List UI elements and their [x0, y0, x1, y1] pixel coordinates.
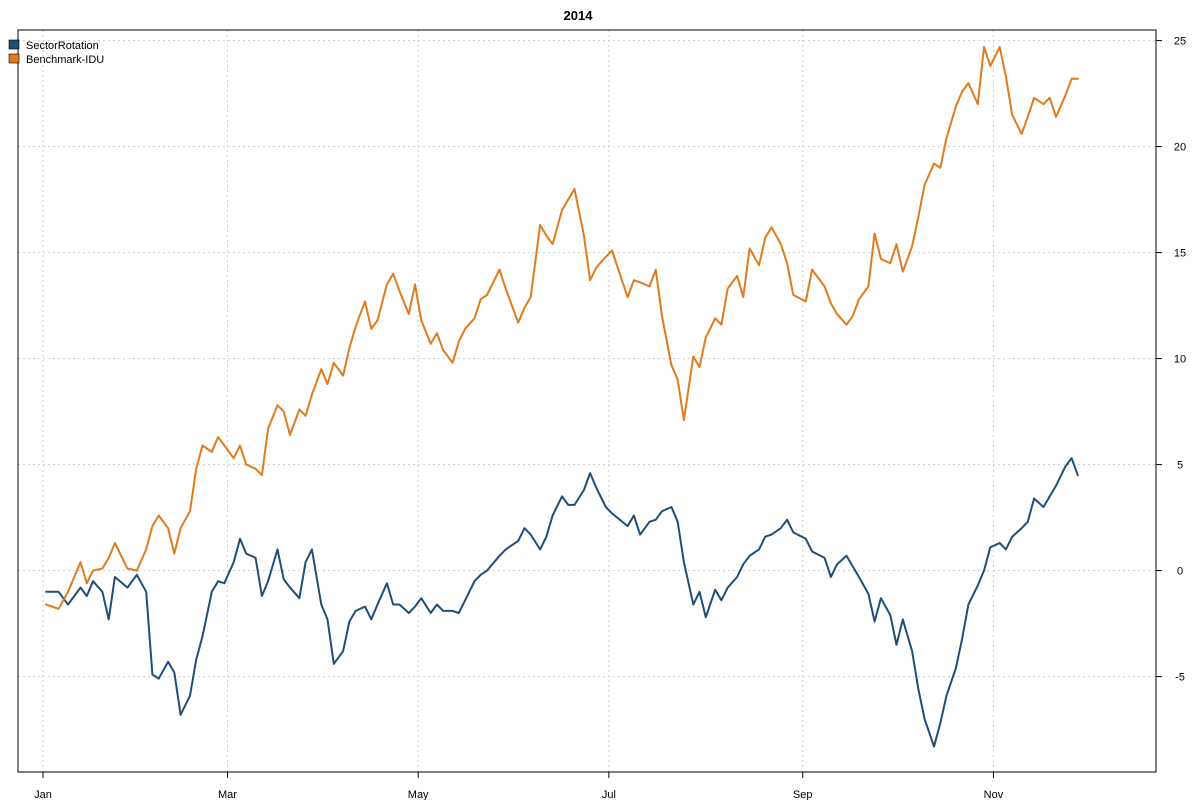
y-tick-label: 15 [1174, 248, 1186, 260]
legend-label-benchmark-idu: Benchmark-IDU [26, 54, 104, 66]
x-tick-label: Jan [34, 789, 52, 800]
x-tick-label: Jul [602, 789, 616, 800]
chart-title: 2014 [564, 8, 594, 23]
x-axis: Jan Mar May Jul Sep Nov [34, 772, 1004, 800]
series-line-sectorrotation [45, 457, 1079, 748]
x-tick-label: Nov [984, 789, 1004, 800]
legend: SectorRotation Benchmark-IDU [8, 39, 104, 66]
x-tick-label: Mar [218, 789, 237, 800]
legend-label-sectorrotation: SectorRotation [26, 40, 99, 52]
y-tick-label: 10 [1174, 354, 1186, 366]
y-tick-label: 20 [1174, 142, 1186, 154]
series-line-benchmark-idu [45, 46, 1079, 610]
plot-frame [17, 29, 1157, 773]
series-layer [45, 46, 1079, 748]
legend-swatch-sectorrotation [8, 39, 20, 50]
y-tick-label: 25 [1174, 36, 1186, 48]
y-axis: -5 0 5 10 15 20 25 [1156, 36, 1186, 684]
legend-swatch-benchmark-idu [8, 53, 20, 64]
x-tick-label: May [408, 789, 429, 800]
y-tick-label: 0 [1177, 566, 1183, 578]
gridlines [18, 30, 1156, 772]
y-tick-label: 5 [1177, 460, 1183, 472]
x-tick-label: Sep [793, 789, 813, 800]
y-tick-label: -5 [1175, 672, 1185, 684]
